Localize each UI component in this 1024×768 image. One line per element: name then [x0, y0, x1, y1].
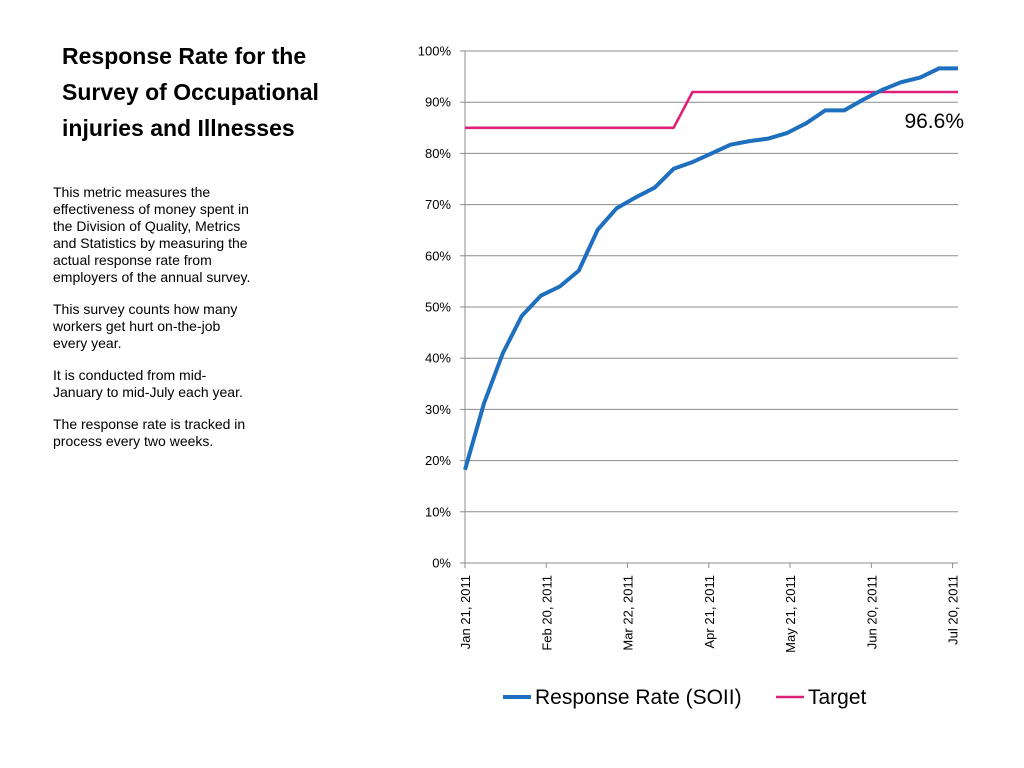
slide-title-line: Survey of Occupational: [62, 79, 319, 105]
body-line: This survey counts how many: [53, 301, 238, 317]
body-line: employers of the annual survey.: [53, 269, 251, 285]
body-line: The response rate is tracked in: [53, 416, 246, 432]
y-tick-label: 40%: [425, 351, 451, 366]
x-tick-label: Apr 21, 2011: [702, 575, 717, 648]
y-tick-label: 90%: [425, 95, 451, 110]
body-line: process every two weeks.: [53, 433, 214, 449]
y-tick-label: 80%: [425, 146, 451, 161]
target-line: [465, 90, 958, 130]
body-line: effectiveness of money spent in: [53, 201, 249, 217]
body-line: workers get hurt on-the-job: [53, 318, 221, 334]
body-line: It is conducted from mid-: [53, 367, 207, 383]
slide-title-line: injuries and Illnesses: [62, 115, 295, 141]
y-tick-label: 0%: [432, 556, 451, 571]
body-paragraph: This survey counts how many workers get h…: [53, 301, 303, 352]
y-tick-label: 20%: [425, 453, 451, 468]
x-tick-label: May 21, 2011: [783, 575, 798, 653]
y-tick-label: 50%: [425, 300, 451, 315]
body-line: every year.: [53, 335, 122, 351]
legend-label: Target: [808, 686, 867, 709]
body-paragraph: The response rate is tracked in process e…: [53, 416, 303, 450]
x-tick-label: Jan 21, 2011: [458, 575, 473, 649]
body-paragraph: This metric measures the effectiveness of…: [53, 184, 303, 286]
x-tick-label: Jun 20, 2011: [864, 575, 879, 649]
x-tick-label: Mar 22, 2011: [621, 575, 636, 651]
y-tick-label: 30%: [425, 402, 451, 417]
body-paragraph: It is conducted from mid- January to mid-…: [53, 367, 303, 401]
data-label: 96.6%: [904, 110, 964, 133]
body-line: January to mid-July each year.: [53, 384, 243, 400]
body-line: and Statistics by measuring the: [53, 235, 248, 251]
y-tick-label: 70%: [425, 197, 451, 212]
x-tick-label: Feb 20, 2011: [539, 575, 554, 651]
body-line: This metric measures the: [53, 184, 211, 200]
x-tick-label: Jul 20, 2011: [946, 575, 961, 645]
body-line: actual response rate from: [53, 252, 212, 268]
body-line: the Division of Quality, Metrics: [53, 218, 241, 234]
y-tick-label: 100%: [418, 44, 452, 59]
y-tick-label: 60%: [425, 248, 451, 263]
slide-title: Response Rate for the Survey of Occupatio…: [62, 38, 362, 146]
legend-label: Response Rate (SOII): [535, 686, 742, 709]
slide-title-line: Response Rate for the: [62, 43, 307, 69]
response-rate-line: [463, 66, 958, 471]
slide-body: This metric measures the effectiveness of…: [53, 184, 303, 465]
y-tick-label: 10%: [425, 504, 451, 519]
